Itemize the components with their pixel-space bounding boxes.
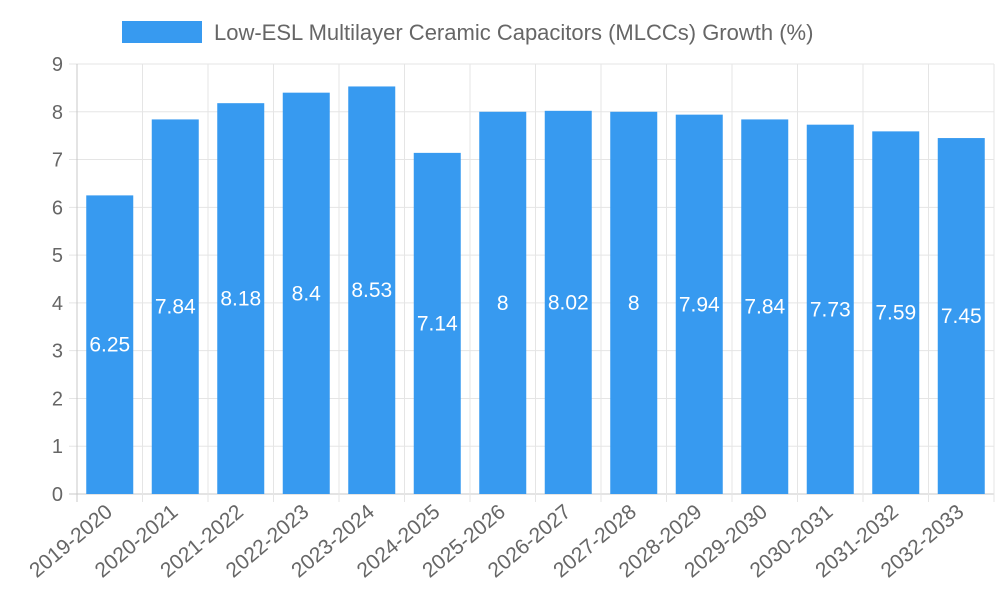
bar[interactable] xyxy=(872,131,920,494)
bar-value-label: 7.59 xyxy=(875,302,916,325)
bar-value-label: 8 xyxy=(497,292,509,315)
bar-value-label: 7.45 xyxy=(941,305,982,328)
y-tick-label: 4 xyxy=(52,293,63,315)
y-tick-label: 8 xyxy=(52,102,63,124)
bar[interactable] xyxy=(348,86,396,494)
bar-value-label: 8 xyxy=(628,292,640,315)
bar-value-label: 6.25 xyxy=(89,334,130,357)
bar[interactable] xyxy=(544,110,592,495)
legend-swatch xyxy=(122,21,202,43)
bar-data-labels: 6.25 7.84 8.18 8.4 8.53 7.14 8 8.02 8 7.94 7.84 7.7… xyxy=(89,279,981,356)
legend[interactable]: Low-ESL Multilayer Ceramic Capacitors (M… xyxy=(122,20,813,45)
bar[interactable] xyxy=(741,119,789,494)
y-tick-label: 7 xyxy=(52,150,63,172)
bar-value-label: 7.84 xyxy=(744,296,785,319)
bars xyxy=(86,86,985,495)
bar[interactable] xyxy=(806,124,854,494)
bar[interactable] xyxy=(610,111,658,495)
y-tick-label: 5 xyxy=(52,245,63,267)
bar-value-label: 7.73 xyxy=(810,298,851,321)
bar[interactable] xyxy=(151,119,199,494)
bar[interactable] xyxy=(675,114,723,495)
bar[interactable] xyxy=(217,103,265,494)
bar[interactable] xyxy=(937,138,985,495)
bar[interactable] xyxy=(86,195,134,494)
y-tick-label: 9 xyxy=(52,54,63,76)
y-tick-label: 3 xyxy=(52,341,63,363)
bar-value-label: 8.02 xyxy=(548,291,589,314)
bar-value-label: 7.94 xyxy=(679,293,720,316)
y-tick-label: 1 xyxy=(52,436,63,458)
bar[interactable] xyxy=(413,152,461,494)
y-axis-ticks: 0 1 2 3 4 5 6 7 8 9 xyxy=(52,54,63,506)
legend-label: Low-ESL Multilayer Ceramic Capacitors (M… xyxy=(214,20,813,45)
bar[interactable] xyxy=(282,92,330,495)
bar-value-label: 8.4 xyxy=(292,282,322,305)
y-tick-label: 0 xyxy=(52,484,63,506)
grid-lines xyxy=(69,63,995,502)
bar-value-label: 7.84 xyxy=(155,296,196,319)
bar-value-label: 8.53 xyxy=(351,279,392,302)
bar-value-label: 7.14 xyxy=(417,312,458,335)
bar-value-label: 8.18 xyxy=(220,288,261,311)
x-axis-ticks: 2019-20202020-20212021-20222022-20232023… xyxy=(25,500,968,582)
y-tick-label: 6 xyxy=(52,197,63,219)
y-tick-label: 2 xyxy=(52,388,63,410)
bar[interactable] xyxy=(479,111,527,495)
